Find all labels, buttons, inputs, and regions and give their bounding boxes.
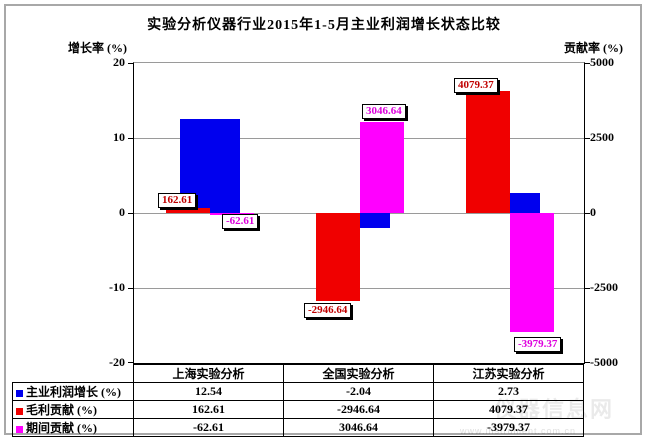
data-label: -62.61 — [222, 214, 259, 229]
table-cell: 4079.37 — [433, 400, 584, 419]
right-axis-tick — [585, 63, 590, 64]
legend-item-profit-growth: 主业利润增长 (%) — [12, 382, 134, 401]
data-label: -3979.37 — [514, 337, 562, 352]
chart-title: 实验分析仪器行业2015年1-5月主业利润增长状态比较 — [147, 18, 501, 33]
right-axis-tick — [585, 362, 590, 363]
legend-swatch-blue — [16, 389, 23, 397]
legend-item-period-contrib: 期间贡献 (%) — [12, 418, 134, 437]
left-tick-label: -10 — [109, 280, 125, 294]
data-label: -2946.64 — [304, 303, 352, 318]
left-axis-tick — [128, 362, 133, 363]
bar-gross-margin-contrib-1 — [316, 213, 360, 302]
table-cell: 162.61 — [133, 400, 284, 419]
plot-area: 162.61 -62.61 -2946.64 3046.64 4079.37 -3979.… — [128, 62, 590, 364]
right-tick-label: 5000 — [590, 55, 614, 69]
left-axis-tick — [128, 63, 133, 64]
table-header-shanghai: 上海实验分析 — [133, 364, 284, 383]
left-tick-label: 10 — [113, 130, 125, 144]
right-tick-label: -5000 — [590, 355, 618, 369]
table-cell: -62.61 — [133, 418, 284, 437]
data-label: 4079.37 — [454, 78, 498, 93]
left-tick-label: 0 — [119, 205, 125, 219]
left-axis-tick — [128, 288, 133, 289]
legend-label: 期间贡献 (%) — [26, 421, 97, 435]
legend-label: 毛利贡献 (%) — [26, 403, 97, 417]
table-cell: -3979.37 — [433, 418, 584, 437]
data-label: 162.61 — [158, 193, 197, 208]
right-axis-tick — [585, 288, 590, 289]
left-axis-tick — [128, 138, 133, 139]
right-tick-label: 0 — [590, 205, 596, 219]
table-corner-blank — [13, 365, 134, 383]
right-axis-tick — [585, 138, 590, 139]
legend-swatch-magenta — [16, 425, 23, 433]
right-axis-tick — [585, 213, 590, 214]
left-axis-tick — [128, 213, 133, 214]
table-row: 期间贡献 (%) -62.61 3046.64 -3979.37 — [12, 418, 584, 437]
left-axis-title: 增长率 (%) — [68, 41, 127, 55]
legend-item-gross-margin-contrib: 毛利贡献 (%) — [12, 400, 134, 419]
data-label: 3046.64 — [362, 104, 406, 119]
data-table: 上海实验分析 全国实验分析 江苏实验分析 主业利润增长 (%) 12.54 -2… — [12, 364, 584, 437]
table-cell: 3046.64 — [283, 418, 434, 437]
bar-period-contrib-2 — [510, 213, 554, 333]
right-tick-label: 2500 — [590, 130, 614, 144]
legend-label: 主业利润增长 (%) — [26, 385, 121, 399]
right-tick-label: -2500 — [590, 280, 618, 294]
table-header-national: 全国实验分析 — [283, 364, 434, 383]
table-row: 主业利润增长 (%) 12.54 -2.04 2.73 — [12, 382, 584, 401]
left-tick-label: 20 — [113, 55, 125, 69]
bar-period-contrib-0 — [210, 213, 254, 215]
table-cell: -2946.64 — [283, 400, 434, 419]
table-row: 毛利贡献 (%) 162.61 -2946.64 4079.37 — [12, 400, 584, 419]
table-header-row: 上海实验分析 全国实验分析 江苏实验分析 — [13, 364, 584, 383]
legend-swatch-red — [16, 407, 23, 415]
table-cell: 12.54 — [133, 382, 284, 401]
table-header-jiangsu: 江苏实验分析 — [433, 364, 584, 383]
table-cell: -2.04 — [283, 382, 434, 401]
gridline — [134, 138, 584, 139]
bar-period-contrib-1 — [360, 121, 404, 213]
right-axis-title: 贡献率 (%) — [564, 41, 623, 55]
left-tick-label: -20 — [109, 355, 125, 369]
bar-gross-margin-contrib-0 — [166, 208, 210, 213]
bar-gross-margin-contrib-2 — [466, 90, 510, 213]
table-cell: 2.73 — [433, 382, 584, 401]
